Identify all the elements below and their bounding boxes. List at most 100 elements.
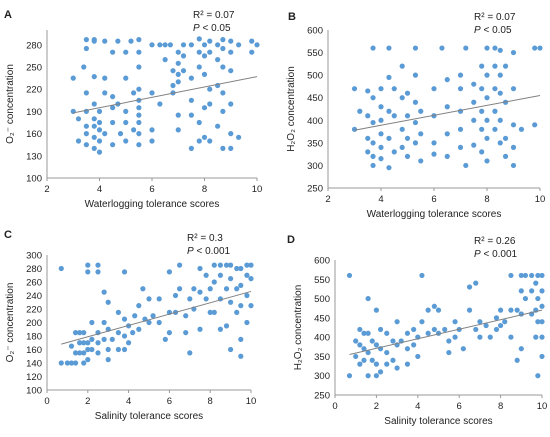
panel-b-data-point (370, 153, 376, 159)
panel-b-data-point (365, 113, 371, 119)
panel-d-data-point (425, 307, 431, 313)
panel-b-y-tick-label: 350 (307, 138, 323, 149)
panel-a-data-point (220, 37, 226, 43)
panel-c-y-axis-title: O₂⁻ concentration (5, 283, 16, 363)
panel-c-data-point (238, 336, 244, 342)
panel-b-data-point (457, 126, 464, 132)
panel-c-data-point (72, 350, 79, 356)
panel-b-data-point (399, 126, 405, 132)
panel-c-x-tick-label: 2 (85, 396, 90, 407)
panel-c-data-point (85, 269, 91, 275)
panel-d-data-point (357, 326, 363, 333)
panel-d-data-point (369, 338, 375, 344)
panel-a-data-point (207, 138, 213, 144)
panel-a-data-point (215, 57, 221, 63)
panel-c-data-point (81, 330, 87, 336)
panel-a-trendline (73, 76, 258, 114)
panel-a-y-axis-title: O₂⁻ concentration (5, 64, 16, 144)
panel-c-data-point (89, 319, 95, 326)
panel-c-data-point (146, 296, 152, 302)
panel-b-data-point (351, 126, 358, 132)
panel-c-y-tick-label: 100 (26, 386, 42, 397)
panel-a-data-point (96, 119, 103, 126)
panel-b-data-point (412, 45, 419, 51)
panel-c-data-point (68, 360, 75, 366)
panel-b-data-point (471, 117, 477, 123)
panel-b-data-point (492, 63, 498, 69)
panel-a-data-point (83, 90, 89, 96)
panel-b-p-label: P < 0.05 (474, 25, 512, 36)
panel-d-data-point (361, 357, 367, 363)
panel-b-data-point (444, 104, 450, 110)
panel-d-data-point (419, 319, 425, 325)
panel-c-data-point (121, 316, 128, 322)
panel-b-x-axis-title: Waterlogging tolerance scores (367, 209, 502, 220)
panel-a-data-point (201, 134, 208, 140)
panel-d-data-point (514, 357, 520, 363)
panel-d-data-point (473, 326, 479, 333)
panel-c-y-tick-label: 160 (26, 345, 42, 356)
panel-b-x-tick-label: 8 (484, 194, 489, 205)
panel-d-data-point (394, 365, 400, 371)
panel-b-data-point (484, 135, 490, 141)
panel-d-data-point (493, 315, 500, 321)
panel-a-data-point (175, 49, 181, 55)
panel-c-data-point (72, 330, 79, 336)
panel-c-data-point (183, 330, 189, 336)
panel-a-data-point (249, 38, 255, 44)
panel-a-data-point (70, 75, 76, 81)
panel-b-data-point (365, 88, 371, 94)
panel-d-y-tick-label: 400 (314, 333, 330, 344)
panel-c-data-point (223, 286, 230, 292)
panel-c-data-point (166, 330, 172, 336)
panel-d-data-point (431, 303, 437, 309)
panel-c-data-point (172, 292, 179, 299)
panel-c-data-point (183, 313, 189, 319)
panel-d-label: D (287, 234, 295, 246)
panel-c-data-point (197, 326, 203, 332)
panel-b-data-point (510, 86, 517, 92)
panel-b-data-point (439, 45, 445, 51)
panel-b-y-tick-label: 450 (307, 93, 323, 104)
panel-b-data-point (457, 86, 464, 92)
panel-d-data-point (361, 330, 367, 336)
panel-a-data-point (91, 74, 97, 80)
panel-d-y-tick-label: 350 (314, 352, 330, 363)
panel-d-data-point (394, 319, 400, 325)
panel-c-data-point (238, 282, 244, 288)
panel-d-data-point (533, 280, 539, 286)
panel-a-data-point (249, 49, 255, 55)
panel-a-data-point (136, 49, 142, 55)
panel-b-data-point (399, 63, 405, 69)
panel-d-data-point (452, 334, 458, 340)
panel-b-data-point (510, 144, 517, 150)
panel-c-x-tick-label: 10 (246, 396, 257, 407)
panel-c-data-point (217, 262, 223, 268)
panel-a-data-point (254, 42, 260, 48)
panel-a-data-point (188, 42, 194, 48)
panel-b-y-axis-title: H₂O₂ concentration (286, 66, 297, 152)
panel-b-data-point (391, 149, 397, 155)
panel-a-data-point (131, 127, 137, 133)
panel-a-data-point (170, 82, 176, 89)
panel-d-y-tick-label: 250 (314, 391, 330, 402)
panel-d-data-point (365, 330, 371, 336)
panel-c-data-point (223, 262, 230, 268)
panel-c-x-tick-label: 8 (208, 396, 213, 407)
panel-b-data-point (412, 72, 419, 78)
panel-c-data-point (101, 319, 107, 326)
panel-b-data-point (431, 151, 437, 157)
panel-a-data-point (228, 38, 234, 44)
panel-d-data-point (373, 361, 379, 367)
panel-b-data-point (351, 86, 358, 92)
panel-b-y-tick-label: 550 (307, 48, 323, 59)
panel-a-data-point (157, 101, 163, 107)
panel-b-data-point (412, 119, 419, 126)
panel-a-data-point (83, 131, 89, 137)
panel-c-data-point (211, 309, 217, 315)
panel-a-data-point (175, 112, 181, 118)
panel-c-data-point (228, 346, 234, 353)
panel-c-data-point (89, 346, 95, 353)
panel-d-data-point (346, 272, 353, 279)
panel-c-data-point (136, 326, 142, 332)
